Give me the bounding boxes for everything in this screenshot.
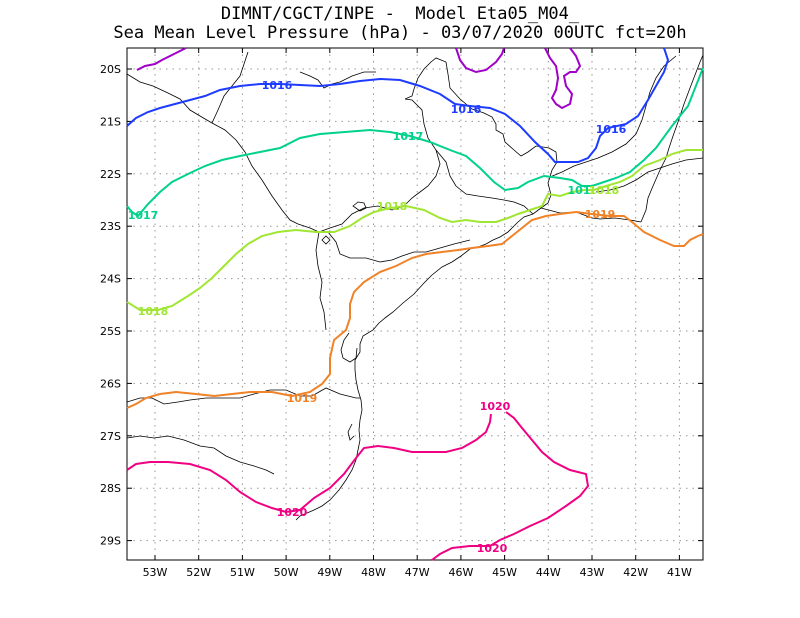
lat-label: 29S (100, 535, 121, 548)
lat-label: 21S (100, 115, 121, 128)
lat-label: 28S (100, 482, 121, 495)
lon-label: 42W (623, 566, 648, 579)
contour-label-1016: 1016 (262, 79, 293, 92)
isobars (126, 47, 704, 561)
longitude-labels: 53W 52W 51W 50W 49W 48W 47W 46W 45W 44W 43W 42W 41W (143, 566, 692, 579)
isobar-1018-a (126, 149, 703, 311)
contour-label-1018: 1018 (377, 200, 408, 213)
small-island-1 (352, 201, 367, 212)
contour-label-1016: 1016 (596, 123, 627, 136)
contour-label-1017: 101 (568, 184, 591, 197)
coastline (295, 57, 558, 521)
lat-label: 27S (100, 430, 121, 443)
isobar-1015-c (544, 47, 582, 110)
lat-label: 20S (100, 63, 121, 76)
lagoon (340, 332, 358, 363)
lat-label: 26S (100, 377, 121, 390)
contour-label-1020: 1020 (480, 400, 511, 413)
lat-label: 25S (100, 325, 121, 338)
state-border-10 (549, 55, 677, 178)
state-border-1 (126, 73, 320, 233)
state-border-6 (126, 387, 360, 405)
state-border-2 (211, 51, 249, 124)
axis-ticks (127, 48, 703, 560)
state-border-8 (403, 98, 441, 207)
lon-label: 47W (405, 566, 430, 579)
lon-label: 46W (448, 566, 473, 579)
lon-label: 48W (361, 566, 386, 579)
isobar-1020-a (126, 413, 492, 514)
lon-label: 50W (274, 566, 299, 579)
lon-label: 53W (143, 566, 168, 579)
state-border-9 (435, 149, 534, 215)
lon-label: 45W (492, 566, 517, 579)
isobar-1020-b (431, 411, 590, 561)
contour-label-1019: 1019 (585, 208, 616, 221)
contour-label-1018: 1018 (138, 305, 169, 318)
lon-label: 49W (317, 566, 342, 579)
isobar-1015-b (455, 47, 505, 74)
contour-label-1020: 1020 (277, 506, 308, 519)
contour-label-1019: 1019 (287, 392, 318, 405)
state-border-4 (318, 205, 405, 233)
contour-label-1017: 1017 (128, 209, 159, 222)
state-border-3 (315, 231, 327, 331)
latitude-labels: 20S 21S 22S 23S 24S 25S 26S 27S 28S 29S (100, 63, 121, 548)
isobar-1016-a (126, 47, 670, 163)
contour-labels: 1016 1016 1016 1017 1017 101 1018 1018 1… (128, 79, 627, 555)
lon-label: 52W (186, 566, 211, 579)
state-border-11 (595, 157, 704, 193)
lat-label: 23S (100, 220, 121, 233)
map-title-line-1: DIMNT/CGCT/INPE - Model Eta05_M04_ (220, 4, 580, 24)
isobar-1017-a (126, 67, 704, 218)
contour-label-1020: 1020 (477, 542, 508, 555)
lon-label: 43W (580, 566, 605, 579)
lat-label: 24S (100, 273, 121, 286)
state-border-7 (126, 435, 275, 475)
lon-label: 51W (230, 566, 255, 579)
coastline-north (640, 54, 704, 223)
island-santa-catarina (347, 423, 355, 441)
isobar-1015-a (136, 47, 187, 71)
state-border-5 (327, 231, 471, 263)
map-title-line-2: Sea Mean Level Pressure (hPa) - 03/07/20… (113, 23, 687, 43)
contour-label-1017: 1017 (393, 130, 424, 143)
isobar-1019-a (126, 210, 704, 409)
lat-label: 22S (100, 168, 121, 181)
contour-label-1016: 1016 (451, 103, 482, 116)
small-island-2 (321, 235, 331, 245)
contour-label-1018: 1018 (589, 184, 620, 197)
lon-label: 41W (667, 566, 692, 579)
map-frame (126, 47, 704, 561)
lon-label: 44W (536, 566, 561, 579)
